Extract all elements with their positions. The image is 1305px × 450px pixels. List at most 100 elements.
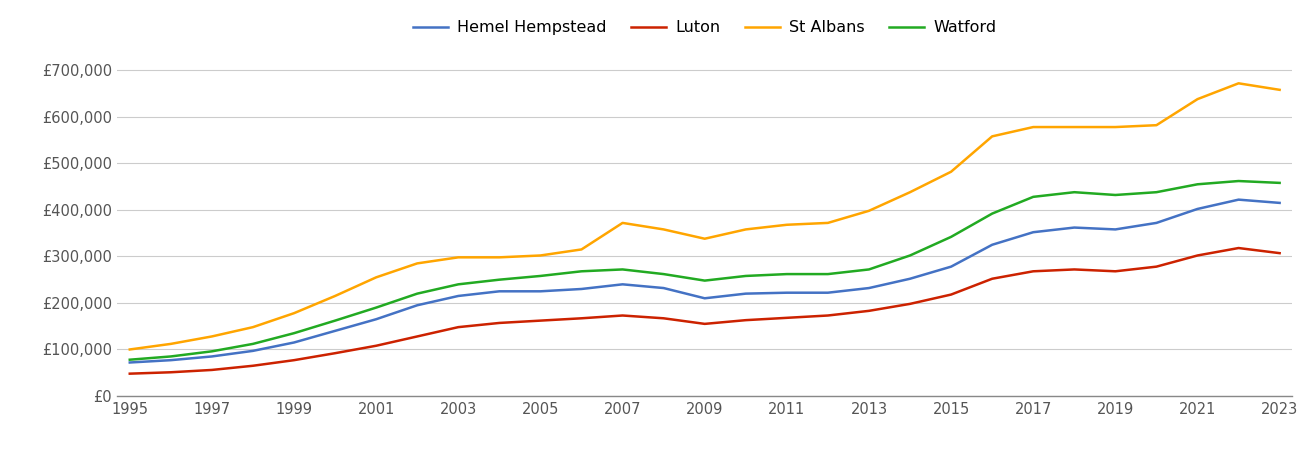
Luton bbox=[1026, 269, 1041, 274]
St Albans bbox=[1231, 81, 1246, 86]
Luton bbox=[450, 324, 466, 330]
Legend: Hemel Hempstead, Luton, St Albans, Watford: Hemel Hempstead, Luton, St Albans, Watfo… bbox=[406, 14, 1004, 42]
Watford bbox=[410, 291, 425, 297]
Watford bbox=[163, 354, 179, 359]
Hemel Hempstead bbox=[697, 296, 713, 301]
Hemel Hempstead bbox=[861, 285, 877, 291]
Watford bbox=[368, 305, 384, 310]
Hemel Hempstead bbox=[328, 328, 343, 333]
Watford bbox=[902, 253, 917, 258]
Watford bbox=[286, 330, 301, 336]
St Albans bbox=[286, 310, 301, 316]
Hemel Hempstead bbox=[574, 286, 590, 292]
Hemel Hempstead bbox=[779, 290, 795, 295]
Luton bbox=[1272, 251, 1288, 256]
Luton bbox=[1231, 245, 1246, 251]
Hemel Hempstead bbox=[737, 291, 753, 297]
Line: Hemel Hempstead: Hemel Hempstead bbox=[129, 200, 1280, 363]
Watford bbox=[532, 273, 548, 279]
Hemel Hempstead bbox=[410, 302, 425, 308]
Hemel Hempstead bbox=[1190, 206, 1206, 211]
St Albans bbox=[121, 347, 137, 352]
Hemel Hempstead bbox=[121, 360, 137, 365]
Luton bbox=[984, 276, 1000, 281]
Line: St Albans: St Albans bbox=[129, 83, 1280, 350]
Luton bbox=[615, 313, 630, 318]
St Albans bbox=[1190, 96, 1206, 102]
Watford bbox=[1108, 192, 1124, 198]
St Albans bbox=[984, 134, 1000, 139]
Luton bbox=[1066, 267, 1082, 272]
Watford bbox=[245, 341, 261, 346]
Watford bbox=[1148, 189, 1164, 195]
Watford bbox=[697, 278, 713, 284]
Hemel Hempstead bbox=[245, 348, 261, 354]
Hemel Hempstead bbox=[286, 340, 301, 345]
St Albans bbox=[1272, 87, 1288, 93]
Hemel Hempstead bbox=[450, 293, 466, 299]
St Albans bbox=[944, 169, 959, 175]
St Albans bbox=[1066, 124, 1082, 130]
Hemel Hempstead bbox=[944, 264, 959, 270]
St Albans bbox=[450, 255, 466, 260]
St Albans bbox=[1108, 124, 1124, 130]
Line: Watford: Watford bbox=[129, 181, 1280, 360]
Watford bbox=[615, 267, 630, 272]
Hemel Hempstead bbox=[1066, 225, 1082, 230]
Hemel Hempstead bbox=[204, 354, 219, 359]
Watford bbox=[1066, 189, 1082, 195]
Luton bbox=[861, 308, 877, 314]
Luton bbox=[368, 343, 384, 348]
St Albans bbox=[574, 247, 590, 252]
Watford bbox=[1026, 194, 1041, 199]
Luton bbox=[944, 292, 959, 297]
Watford bbox=[820, 271, 835, 277]
Watford bbox=[944, 234, 959, 239]
Hemel Hempstead bbox=[615, 282, 630, 287]
St Albans bbox=[492, 255, 508, 260]
Luton bbox=[163, 369, 179, 375]
St Albans bbox=[1026, 124, 1041, 130]
Luton bbox=[574, 315, 590, 321]
Watford bbox=[204, 349, 219, 354]
Hemel Hempstead bbox=[820, 290, 835, 295]
Watford bbox=[492, 277, 508, 282]
Watford bbox=[450, 282, 466, 287]
St Albans bbox=[410, 261, 425, 266]
St Albans bbox=[204, 334, 219, 339]
Hemel Hempstead bbox=[1231, 197, 1246, 202]
Watford bbox=[574, 269, 590, 274]
Watford bbox=[121, 357, 137, 362]
St Albans bbox=[328, 293, 343, 299]
Watford bbox=[656, 271, 672, 277]
Luton bbox=[410, 334, 425, 339]
Watford bbox=[861, 267, 877, 272]
Luton bbox=[902, 301, 917, 306]
Luton bbox=[1190, 253, 1206, 258]
St Albans bbox=[163, 341, 179, 346]
St Albans bbox=[737, 227, 753, 232]
Watford bbox=[984, 211, 1000, 216]
Luton bbox=[121, 371, 137, 376]
Hemel Hempstead bbox=[368, 316, 384, 322]
Line: Luton: Luton bbox=[129, 248, 1280, 374]
Hemel Hempstead bbox=[1108, 227, 1124, 232]
Watford bbox=[779, 271, 795, 277]
Hemel Hempstead bbox=[1026, 230, 1041, 235]
Luton bbox=[245, 363, 261, 369]
Luton bbox=[820, 313, 835, 318]
Luton bbox=[286, 357, 301, 363]
St Albans bbox=[697, 236, 713, 242]
Watford bbox=[1231, 178, 1246, 184]
Luton bbox=[532, 318, 548, 323]
St Albans bbox=[1148, 122, 1164, 128]
Watford bbox=[1272, 180, 1288, 185]
Luton bbox=[1148, 264, 1164, 270]
Luton bbox=[1108, 269, 1124, 274]
Luton bbox=[779, 315, 795, 320]
St Albans bbox=[615, 220, 630, 225]
Watford bbox=[328, 318, 343, 323]
Hemel Hempstead bbox=[532, 288, 548, 294]
Luton bbox=[204, 367, 219, 373]
Luton bbox=[328, 351, 343, 356]
